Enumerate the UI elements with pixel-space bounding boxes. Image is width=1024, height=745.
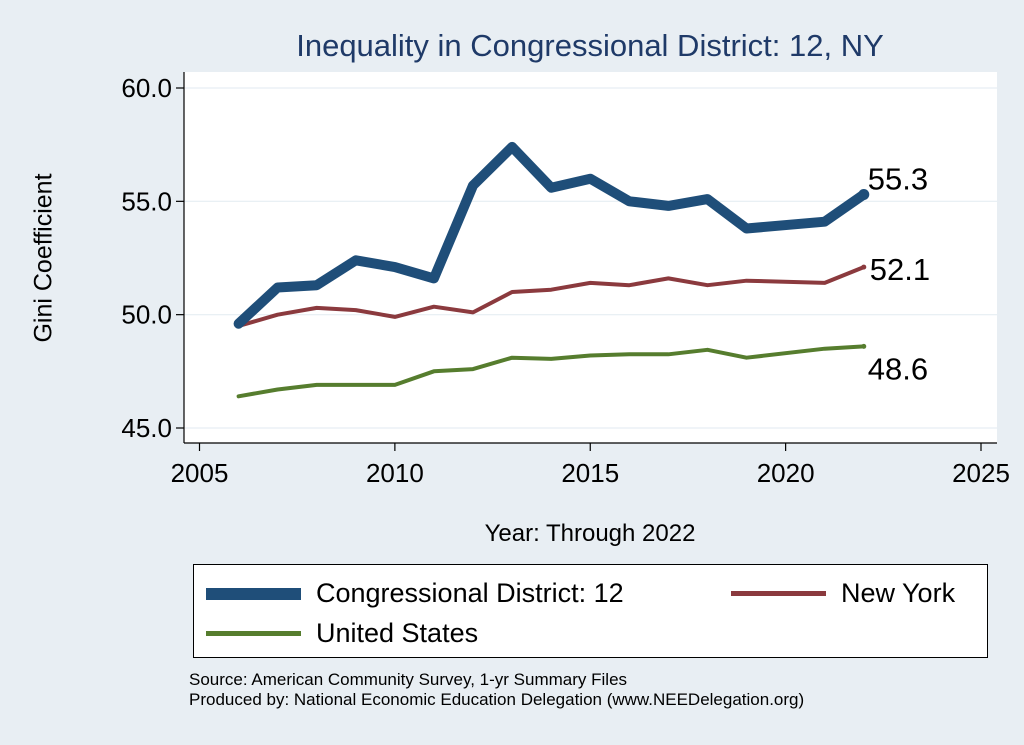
y-tick-label: 55.0 — [121, 186, 172, 216]
chart-title: Inequality in Congressional District: 12… — [296, 28, 884, 63]
series-end-point-1 — [861, 264, 867, 270]
legend-label-district: Congressional District: 12 — [316, 578, 624, 608]
x-tick-label: 2010 — [366, 458, 424, 488]
x-tick-label: 2020 — [757, 458, 815, 488]
legend-swatch-district — [206, 587, 301, 600]
line-chart: 45.0 50.0 55.0 60.0 2005 2010 2015 2020 2025 48.6… — [121, 72, 1010, 488]
series-end-point-2 — [861, 343, 867, 349]
y-axis-title: Gini Coefficient — [29, 173, 58, 343]
legend-item-district: Congressional District: 12 — [206, 578, 624, 609]
legend-label-united-states: United States — [316, 618, 479, 648]
end-value-label-0: 55.3 — [868, 162, 928, 197]
series-line-2 — [236, 344, 866, 399]
plot-background — [184, 72, 997, 443]
source-line: Source: American Community Survey, 1-yr … — [189, 670, 628, 689]
legend-swatch-united-states — [206, 631, 301, 636]
x-tick-label: 2025 — [952, 458, 1010, 488]
legend-swatch-new-york — [731, 591, 826, 596]
x-tick-label: 2005 — [171, 458, 229, 488]
legend-item-united-states: United States — [206, 618, 478, 649]
legend-item-new-york: New York — [731, 578, 955, 609]
legend: Congressional District: 12 New York Unit… — [193, 564, 988, 658]
series-line-1 — [236, 265, 866, 328]
y-tick-label: 45.0 — [121, 413, 172, 443]
legend-label-new-york: New York — [841, 578, 956, 608]
plot-area: 45.0 50.0 55.0 60.0 2005 2010 2015 2020 2025 48.6… — [121, 72, 1010, 488]
y-tick-label: 50.0 — [121, 300, 172, 330]
end-value-label-2: 48.6 — [868, 351, 928, 386]
series-end-point-0 — [858, 189, 870, 201]
source-note: Source: American Community Survey, 1-yr … — [189, 670, 804, 710]
x-tick-label: 2015 — [561, 458, 619, 488]
end-value-label-1: 52.1 — [870, 252, 930, 287]
series-line-0 — [233, 141, 869, 329]
x-axis-title: Year: Through 2022 — [484, 520, 696, 547]
y-tick-label: 60.0 — [121, 73, 172, 103]
producer-line: Produced by: National Economic Education… — [189, 690, 805, 709]
